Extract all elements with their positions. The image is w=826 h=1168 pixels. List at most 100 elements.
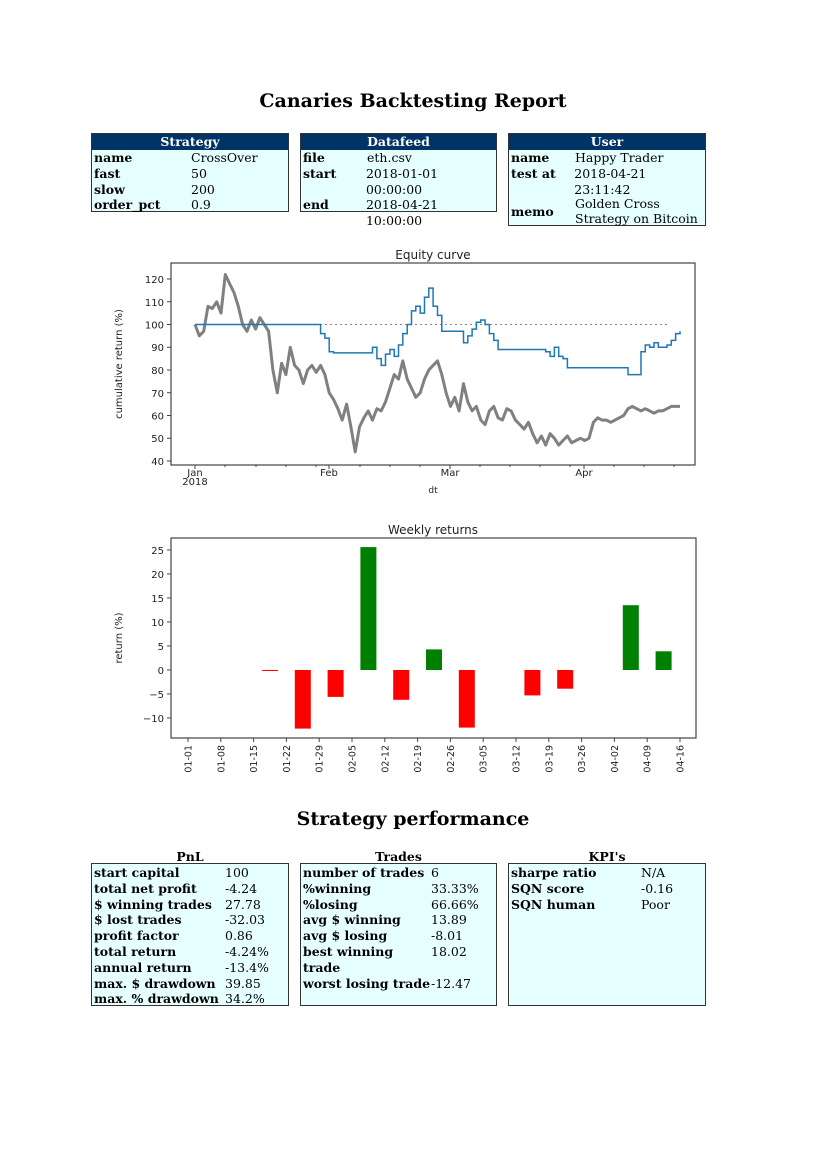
row-value: 2018-01-01 00:00:00 <box>365 165 439 197</box>
row-value: 39.85 <box>225 975 261 991</box>
svg-text:15: 15 <box>151 594 164 605</box>
row-value: N/A <box>641 865 666 880</box>
svg-text:10: 10 <box>151 618 164 629</box>
table-row: $ lost trades -32.03 <box>92 912 288 928</box>
equity-x-label: dt <box>428 486 438 496</box>
row-key: max. % drawdown <box>94 991 219 1007</box>
x-tick-label: 03-26 <box>577 745 588 773</box>
x-tick-label: 01-08 <box>216 745 227 773</box>
equity-y-label: cumulative return (%) <box>114 309 125 419</box>
row-key: SQN score <box>511 880 585 896</box>
weekly-bar <box>458 670 475 728</box>
row-key: file <box>303 150 325 165</box>
table-row: name CrossOver <box>92 150 288 166</box>
benchmark-line <box>193 273 680 454</box>
row-value: 33.33% <box>431 880 479 896</box>
row-value: 0.9 <box>191 197 211 213</box>
trades-table: number of trades 6 %winning 33.33% %losing 66… <box>300 863 497 1006</box>
weekly-bar <box>327 670 344 697</box>
row-value: 27.78 <box>225 896 261 912</box>
row-key: start capital <box>94 865 180 880</box>
datafeed-table: Datafeed file eth.csv start 2018-01-01 00:… <box>300 133 497 228</box>
table-row: test at 2018-04-21 23:11:42 <box>509 166 705 198</box>
row-value: -4.24 <box>225 880 258 896</box>
row-value: 2018-04-21 23:11:42 <box>574 165 647 197</box>
svg-text:60: 60 <box>151 412 164 423</box>
row-key: avg $ winning <box>303 912 401 928</box>
table-row: total return -4.24% <box>92 944 288 960</box>
svg-text:−5: −5 <box>149 690 164 701</box>
row-key: total net profit <box>94 880 197 896</box>
table-row: number of trades 6 <box>301 865 496 881</box>
row-key: order_pct <box>94 197 161 213</box>
weekly-plot-area <box>170 537 697 739</box>
svg-text:0: 0 <box>158 666 164 677</box>
x-tick-label: 01-29 <box>315 745 326 773</box>
row-value: 66.66% <box>431 896 479 912</box>
x-tick-label: 02-26 <box>446 745 457 773</box>
pnl-table: start capital 100 total net profit -4.24 $ w… <box>91 863 289 1006</box>
x-tick-label: 01-01 <box>184 745 195 773</box>
row-key: max. $ drawdown <box>94 975 216 991</box>
table-row: %winning 33.33% <box>301 881 496 897</box>
x-tick-label: 02-12 <box>380 745 391 773</box>
performance-title: Strategy performance <box>296 808 530 830</box>
table-row: end 2018-04-21 10:00:00 <box>301 197 496 229</box>
datafeed-table-header: Datafeed <box>301 134 496 150</box>
row-value: 18.02 <box>431 943 467 959</box>
row-key: best winning trade <box>303 943 394 975</box>
svg-text:40: 40 <box>151 457 164 468</box>
table-row: annual return -13.4% <box>92 960 288 976</box>
row-value: CrossOver <box>191 150 258 165</box>
svg-text:Feb: Feb <box>320 468 338 479</box>
table-row: memo Golden Cross Strategy on Bitcoin <box>509 197 705 226</box>
table-row: max. % drawdown 34.2% <box>92 991 288 1007</box>
svg-text:2018: 2018 <box>182 477 207 488</box>
row-key: name <box>511 150 550 165</box>
row-value: Poor <box>641 896 670 912</box>
trades-table-caption: Trades <box>375 849 422 864</box>
user-table-header: User <box>509 134 705 150</box>
equity-curve-chart: Equity curve 40 50 60 70 80 90 100 110 1… <box>114 248 696 496</box>
weekly-bar <box>426 649 442 670</box>
row-value: 6 <box>431 865 439 880</box>
row-key: profit factor <box>94 928 179 944</box>
row-value: 50 <box>191 165 207 181</box>
row-key: $ winning trades <box>94 896 212 912</box>
x-tick-label: 01-15 <box>249 745 260 773</box>
svg-text:110: 110 <box>145 298 164 309</box>
weekly-bar <box>524 670 541 696</box>
table-row: worst losing trade -12.47 <box>301 976 496 992</box>
equity-y-axis: 40 50 60 70 80 90 100 110 120 <box>145 275 171 468</box>
svg-text:−10: −10 <box>143 714 164 725</box>
table-row: start capital 100 <box>92 865 288 881</box>
row-key: sharpe ratio <box>511 865 597 880</box>
row-key: end <box>303 197 329 213</box>
row-value: -12.47 <box>431 975 472 991</box>
row-key: total return <box>94 943 177 959</box>
pnl-table-caption: PnL <box>176 849 204 864</box>
table-row: fast 50 <box>92 166 288 182</box>
x-tick-label: 01-22 <box>282 745 293 773</box>
x-tick-label: 02-05 <box>348 745 359 773</box>
table-row: %losing 66.66% <box>301 897 496 913</box>
table-row: profit factor 0.86 <box>92 928 288 944</box>
x-tick-label: 03-12 <box>512 745 523 773</box>
table-row: name Happy Trader <box>509 150 705 166</box>
svg-text:70: 70 <box>151 389 164 400</box>
strategy-table: Strategy name CrossOver fast 50 slow 200 or… <box>91 133 289 212</box>
x-tick-label: 02-19 <box>413 745 424 773</box>
x-tick-label: 04-09 <box>643 745 654 773</box>
row-value: eth.csv <box>367 150 412 165</box>
row-key: number of trades <box>303 865 425 880</box>
table-row: order_pct 0.9 <box>92 197 288 213</box>
memo-line-2: Strategy on Bitcoin <box>575 210 698 226</box>
row-value: Golden Cross Strategy on Bitcoin <box>575 197 698 226</box>
weekly-bar <box>360 547 377 670</box>
table-row: file eth.csv <box>301 150 496 166</box>
x-tick-label: 03-19 <box>544 745 555 773</box>
table-row: slow 200 <box>92 182 288 198</box>
row-value: 34.2% <box>225 991 265 1007</box>
weekly-y-label: return (%) <box>114 612 125 663</box>
